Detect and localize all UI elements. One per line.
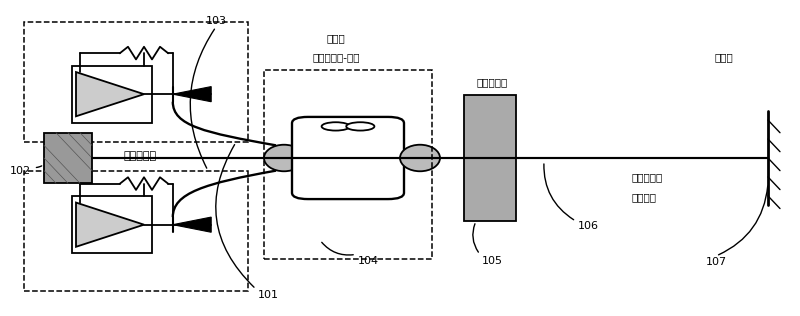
Text: 传感光纤: 传感光纤 [632, 192, 657, 203]
Bar [72, 196, 152, 253]
Polygon shape [76, 203, 144, 247]
Ellipse shape [264, 145, 304, 171]
Text: 105: 105 [482, 256, 502, 266]
Bar [24, 171, 248, 291]
Text: （或光缆）: （或光缆） [632, 172, 663, 182]
Text: 101: 101 [258, 289, 278, 300]
Bar [24, 22, 248, 142]
Text: 干涉仪: 干涉仪 [326, 33, 346, 43]
Text: 102: 102 [10, 166, 30, 176]
Ellipse shape [346, 122, 374, 131]
Bar [72, 66, 152, 123]
Text: 连续光信号: 连续光信号 [124, 151, 157, 161]
Text: 相位调制器: 相位调制器 [476, 77, 508, 87]
Ellipse shape [400, 145, 440, 171]
Text: 非平衡马赫-泽德: 非平衡马赫-泽德 [312, 52, 360, 62]
Polygon shape [173, 87, 211, 102]
Bar [44, 133, 92, 183]
Text: 106: 106 [578, 221, 598, 231]
Text: 103: 103 [206, 15, 226, 26]
FancyBboxPatch shape [292, 117, 404, 199]
Text: 107: 107 [706, 257, 726, 267]
Text: 反射镜: 反射镜 [714, 52, 734, 62]
Ellipse shape [322, 122, 350, 131]
Bar [264, 70, 432, 259]
Polygon shape [76, 72, 144, 116]
Bar [464, 95, 516, 221]
Polygon shape [173, 217, 211, 232]
Text: 104: 104 [358, 256, 378, 266]
